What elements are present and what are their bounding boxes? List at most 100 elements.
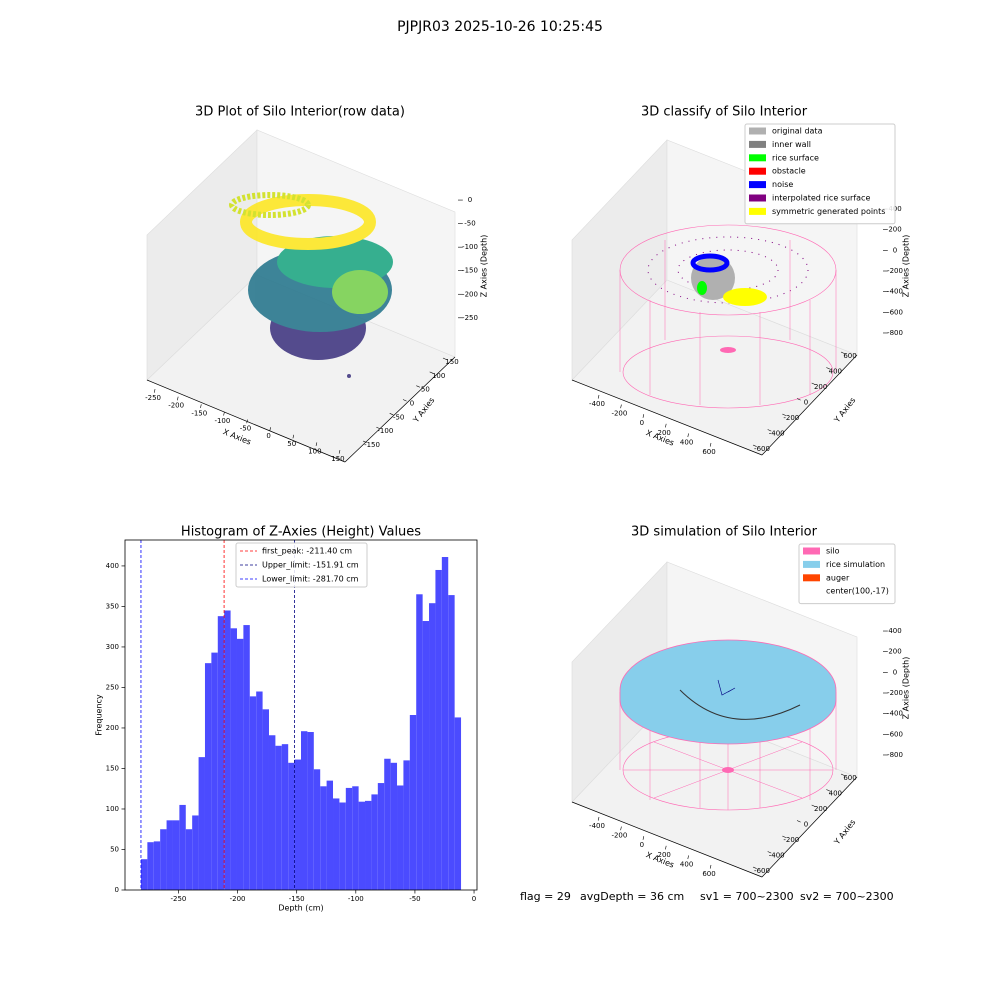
x-tick-mark [223,411,225,416]
legend-label: interpolated rice surface [772,194,870,203]
bar [147,842,154,890]
x-tick-label: -250 [145,394,161,402]
bar [243,625,250,890]
cloud-point [347,374,351,378]
y-tick-label: 50 [421,386,430,394]
x-tick-mark [665,423,667,428]
x-tick-mark [153,388,156,393]
symmetric-points [723,288,767,306]
y-axis-line [344,356,456,463]
x-tick-mark [315,442,318,447]
bar [262,709,269,890]
bar [365,800,372,890]
x-tick-mark [642,414,645,418]
x-tick-mark [665,845,667,850]
footer-text: avgDepth = 36 cm [580,890,684,903]
bar [301,731,308,890]
y-tick-label: 200 [814,383,827,391]
y-tick-label: -100 [377,427,393,435]
bar [313,769,321,890]
z-tick-label: -600 [887,730,903,738]
silo-bottom [622,335,834,409]
x-tick-label: -400 [589,822,605,830]
z-tick-label: 0 [893,668,897,676]
footer-text: sv2 = 700~2300 [800,890,894,903]
x-tick-label: 600 [702,870,715,878]
y-tick-label: 150 [106,764,119,772]
y-tick-mark [362,440,367,443]
y-tick-mark [840,351,845,354]
z-tick-label: -200 [462,290,478,298]
bar [204,663,212,890]
x-tick-label: 100 [308,447,321,455]
x-tick-label: 0 [640,419,644,427]
chart-layer: flag = 29 avgDepth = 36 cm sv1 = 700~2300 s… [95,105,911,913]
y-tick-mark [796,820,801,823]
z-tick-label: -400 [887,288,903,296]
z-tick-label: -200 [887,689,903,697]
bar [384,758,391,890]
bar [236,638,244,890]
z-tick-label: -250 [462,314,478,322]
legend-label: obstacle [772,167,806,176]
legend-swatch [749,154,766,162]
z-tick-label: -800 [887,329,903,337]
x-axis-label: Depth (cm) [278,904,323,913]
bar [288,762,295,890]
cloud-side [332,270,388,314]
bar [352,786,359,890]
y-tick-label: 300 [106,643,119,651]
y-tick-label: 100 [106,805,119,813]
bar [448,595,455,890]
x-axis-line [571,801,763,878]
x-tick-label: -200 [611,410,627,418]
y-tick-label: 200 [106,724,119,732]
x-tick-mark [687,855,689,860]
legend-box [744,123,896,225]
z-axis-label: Z Axies (Depth) [902,657,911,720]
y-tick-label: -600 [754,867,770,875]
z-tick-label: -800 [887,751,903,759]
bar [390,762,398,890]
cloud-ring-top [229,192,311,218]
y-tick-label: 400 [829,368,842,376]
x-tick-label: 150 [331,455,344,463]
legend-swatch [749,167,766,175]
y-axis-label: Frequency [95,694,104,736]
z-axis-label: Z Axies (Depth) [902,235,911,298]
point-cloud [229,192,393,378]
x-tick-label: -200 [230,895,246,903]
y-tick-label: -400 [769,429,785,437]
x-tick-mark [200,404,202,408]
x-tick-mark [338,449,341,454]
y-tick-label: 150 [445,358,458,366]
legend-label: original data [772,127,823,136]
bar [416,594,423,890]
z-tick-label: 200 [888,648,901,656]
x-axis-line [146,379,346,463]
bar [275,745,282,890]
bar [294,759,301,890]
figure-title: PJPJR03 2025-10-26 10:25:45 [397,19,603,35]
y-tick-label: 0 [115,886,119,894]
bar [256,691,263,890]
z-tick-label: -600 [887,308,903,316]
silo-center [722,767,734,773]
x-tick-label: 200 [658,851,671,859]
bar [454,717,462,890]
y-tick-mark [782,413,787,416]
x-tick-label: 400 [680,438,693,446]
legend-label: rice simulation [826,560,885,569]
y-tick-label: -200 [783,414,799,422]
y-tick-mark [402,399,407,402]
x-axis-line [571,379,763,456]
interp-dots [647,236,809,304]
y-axis-line [761,776,858,878]
y-tick-mark [442,357,447,360]
legend-label: center(100,-17) [826,587,889,596]
silo-center [720,347,736,353]
y-tick-mark [429,371,434,374]
y-tick-mark [811,804,816,807]
bar [377,783,385,890]
legend-label: rice surface [772,153,819,162]
